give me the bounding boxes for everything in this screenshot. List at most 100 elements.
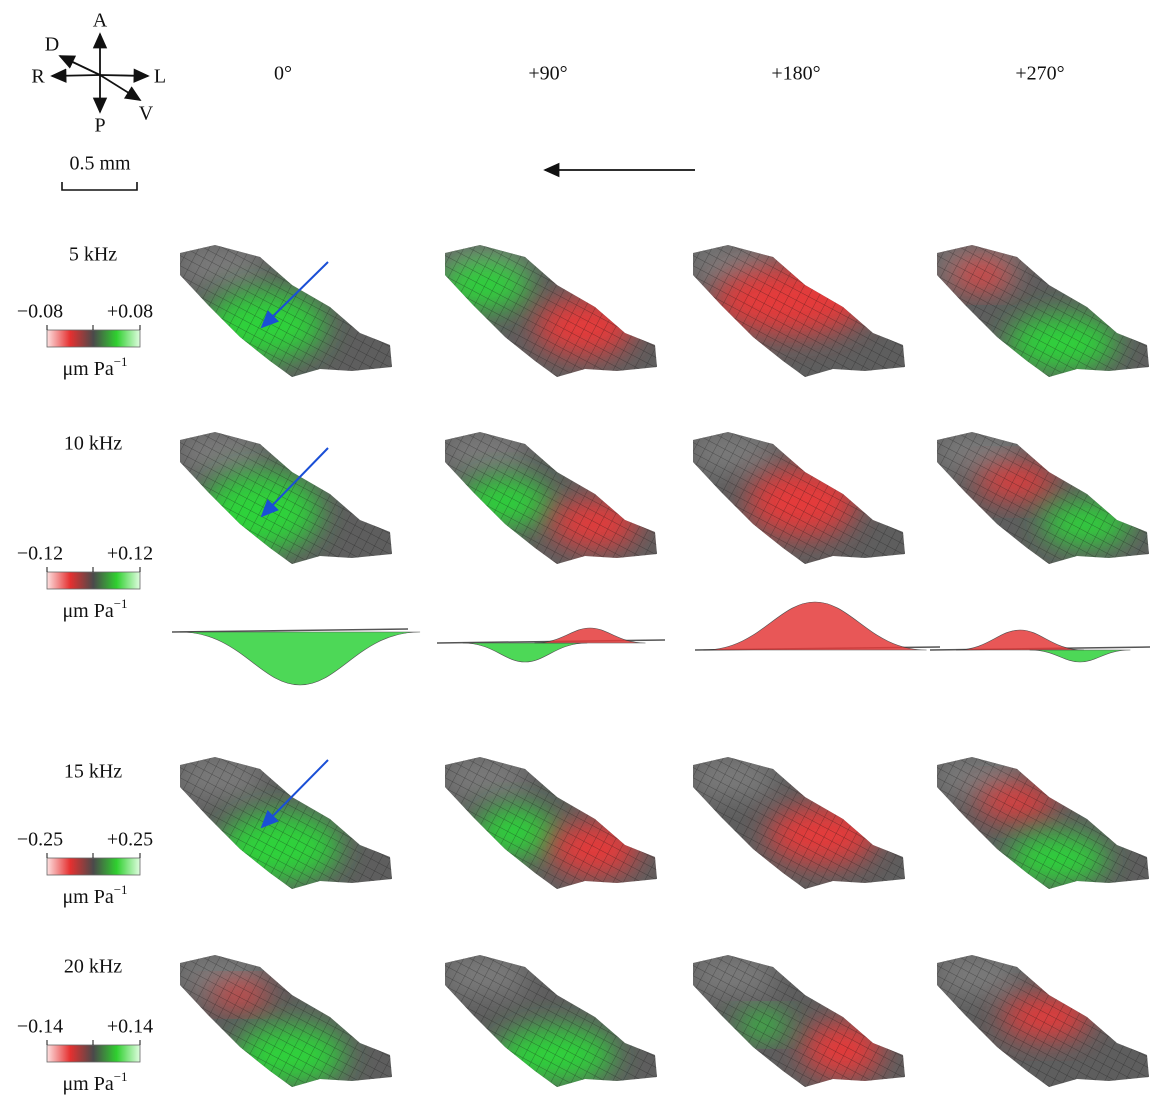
surface-mesh xyxy=(170,422,410,572)
surface-clip xyxy=(170,945,410,1095)
surface-clip xyxy=(435,945,675,1095)
profile-baseline xyxy=(172,629,408,632)
surface-clip xyxy=(683,422,923,572)
colorbar-max: +0.08 xyxy=(107,301,153,323)
surface-clip xyxy=(170,235,410,385)
surface-mesh xyxy=(683,945,923,1095)
colorbar-min: −0.25 xyxy=(17,829,63,851)
unit: μm Pa xyxy=(62,886,113,908)
surface-mesh xyxy=(927,422,1150,572)
colorbar-min: −0.14 xyxy=(17,1016,63,1038)
colorbar xyxy=(47,858,140,875)
figure: A P R L D V 0.5 mm 0° +90° +180° +270° 5 kHz… xyxy=(0,0,1150,1099)
surface-render xyxy=(927,235,1150,385)
scale-bar-label: 0.5 mm xyxy=(69,153,131,175)
surface-render xyxy=(435,945,675,1095)
surface-mesh xyxy=(435,747,675,897)
frequency-label: 15 kHz xyxy=(64,761,122,783)
surface-clip xyxy=(927,235,1150,385)
surface-render xyxy=(683,747,923,897)
surface-clip xyxy=(435,235,675,385)
unit-label: μm Pa−1 xyxy=(62,354,127,380)
profile-bump xyxy=(1030,650,1131,662)
scale-bar xyxy=(62,182,137,190)
profile-bump xyxy=(463,643,588,662)
surface-clip xyxy=(435,747,675,897)
colorbar-ticks xyxy=(47,567,140,572)
surface-mesh xyxy=(683,235,923,385)
colorbar-max: +0.14 xyxy=(107,1016,153,1038)
surface-mesh xyxy=(927,945,1150,1095)
surface-mesh xyxy=(683,422,923,572)
surface-render xyxy=(170,747,410,897)
phase-header: +90° xyxy=(528,63,567,85)
compass-label: R xyxy=(31,66,45,88)
unit-label: μm Pa−1 xyxy=(62,1069,127,1095)
unit-label: μm Pa−1 xyxy=(62,882,127,908)
surface-mesh xyxy=(435,235,675,385)
profile-bump xyxy=(956,630,1084,650)
compass-label: V xyxy=(139,103,154,125)
compass-label: L xyxy=(154,66,166,88)
surface-render xyxy=(683,945,923,1095)
frequency-label: 10 kHz xyxy=(64,433,122,455)
surface-clip xyxy=(927,945,1150,1095)
unit-exponent: −1 xyxy=(114,354,128,369)
compass xyxy=(52,34,148,112)
unit-label: μm Pa−1 xyxy=(62,596,127,622)
profile-bump xyxy=(535,628,646,643)
colorbar-max: +0.12 xyxy=(107,543,153,565)
surface-mesh xyxy=(927,235,1150,385)
colorbar xyxy=(47,572,140,589)
frequency-label: 20 kHz xyxy=(64,956,122,978)
surface-render xyxy=(435,747,675,897)
colorbar-min: −0.12 xyxy=(17,543,63,565)
surface-render xyxy=(927,945,1150,1095)
colorbar-min: −0.08 xyxy=(17,301,63,323)
surface-clip xyxy=(435,422,675,572)
frequency-label: 5 kHz xyxy=(69,244,117,266)
unit-exponent: −1 xyxy=(114,882,128,897)
compass-label: A xyxy=(93,10,108,32)
colorbar xyxy=(47,330,140,347)
surface-render xyxy=(435,235,675,385)
surface-render xyxy=(927,747,1150,897)
surface-render xyxy=(927,422,1150,572)
surface-mesh xyxy=(435,422,675,572)
surface-mesh xyxy=(683,747,923,897)
surface-render xyxy=(170,235,410,385)
surface-render xyxy=(170,422,410,572)
colorbar-max: +0.25 xyxy=(107,829,153,851)
surface-clip xyxy=(927,747,1150,897)
colorbar-ticks xyxy=(47,853,140,858)
colorbar-ticks xyxy=(47,1040,140,1045)
surface-mesh xyxy=(435,945,675,1095)
unit: μm Pa xyxy=(62,600,113,622)
surface-clip xyxy=(170,747,410,897)
surface-mesh xyxy=(170,235,410,385)
surface-clip xyxy=(170,422,410,572)
unit-exponent: −1 xyxy=(114,596,128,611)
surface-clip xyxy=(683,747,923,897)
colorbar xyxy=(47,1045,140,1062)
surface-mesh xyxy=(170,747,410,897)
surface-render xyxy=(683,422,923,572)
surface-mesh xyxy=(927,747,1150,897)
phase-header: +180° xyxy=(771,63,820,85)
phase-header: +270° xyxy=(1015,63,1064,85)
phase-header: 0° xyxy=(274,63,292,85)
compass-label: P xyxy=(94,115,105,137)
surface-clip xyxy=(683,945,923,1095)
unit-exponent: −1 xyxy=(114,1069,128,1084)
surface-render xyxy=(170,945,410,1095)
surface-clip xyxy=(683,235,923,385)
surface-clip xyxy=(927,422,1150,572)
colorbar-ticks xyxy=(47,325,140,330)
unit: μm Pa xyxy=(62,358,113,380)
profile-bump xyxy=(703,602,926,650)
profile-bump xyxy=(180,632,420,685)
compass-label: D xyxy=(45,34,59,56)
surface-render xyxy=(435,422,675,572)
surface-render xyxy=(683,235,923,385)
surface-mesh xyxy=(170,945,410,1095)
